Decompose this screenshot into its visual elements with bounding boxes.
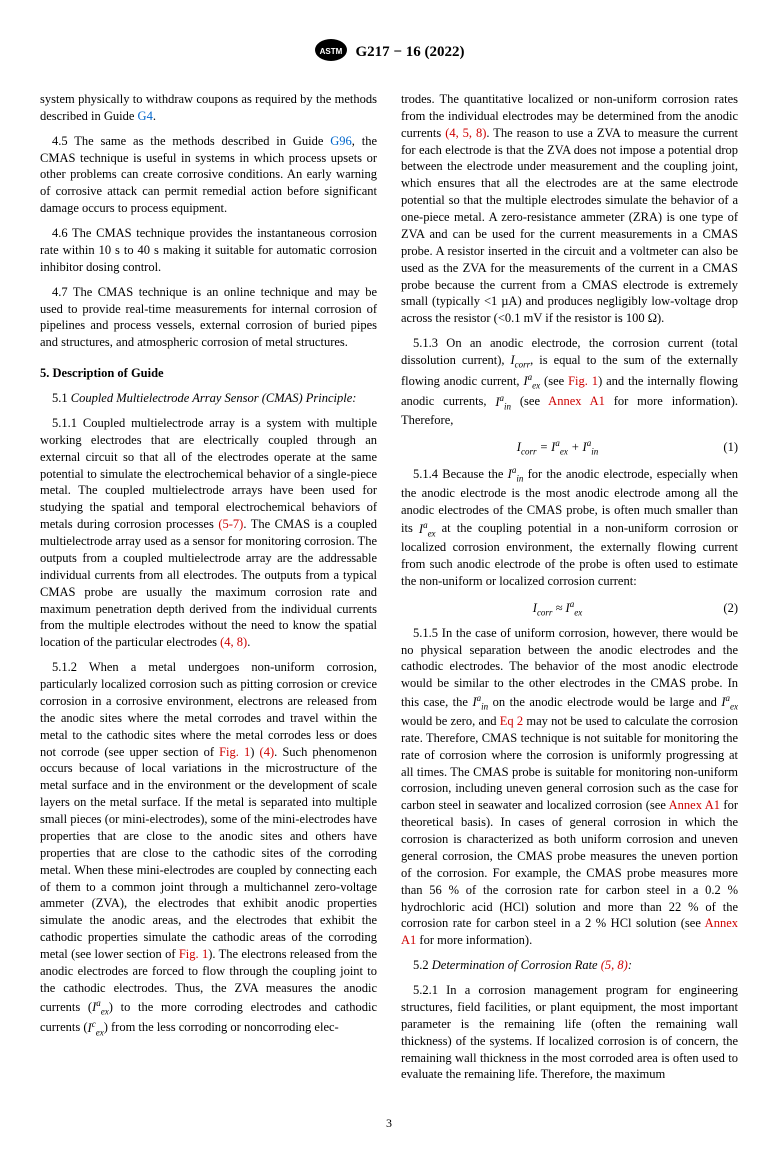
para-5-1-1: 5.1.1 Coupled multielectrode array is a … (40, 415, 377, 651)
i-a-ex-symbol: Iaex (92, 1000, 109, 1014)
equation-2-num: (2) (714, 600, 738, 617)
two-column-layout: system physically to withdraw coupons as… (40, 91, 738, 1091)
para-5-1-2-continued: trodes. The quantitative localized or no… (401, 91, 738, 327)
para-5-1-5: 5.1.5 In the case of uniform corrosion, … (401, 625, 738, 950)
left-column: system physically to withdraw coupons as… (40, 91, 377, 1091)
section-5-title: 5. Description of Guide (40, 365, 377, 382)
equation-1: Icorr = Iaex + Iain (1) (401, 437, 738, 458)
i-a-in-symbol-2: Iain (508, 467, 524, 481)
para-4-5: 4.5 The same as the methods described in… (40, 133, 377, 217)
para-5-1-head: 5.1 Coupled Multielectrode Array Sensor … (40, 390, 377, 407)
equation-1-expr: Icorr = Iaex + Iain (401, 437, 714, 458)
i-a-ex-symbol-3: Iaex (419, 522, 436, 536)
para-5-1-3: 5.1.3 On an anodic electrode, the corros… (401, 335, 738, 429)
equation-2: Icorr ≈ Iaex (2) (401, 598, 738, 619)
page-number: 3 (40, 1115, 738, 1131)
ref-5-7[interactable]: (5-7) (218, 517, 243, 531)
para-5-1-2: 5.1.2 When a metal undergoes non-uniform… (40, 659, 377, 1038)
fig-1-link-c[interactable]: Fig. 1 (568, 374, 598, 388)
annex-a1-link-b[interactable]: Annex A1 (669, 798, 720, 812)
ref-4-8[interactable]: (4, 8) (220, 635, 247, 649)
i-c-ex-symbol: Icex (88, 1021, 104, 1035)
i-a-ex-symbol-4: Iaex (721, 695, 738, 709)
para-5-1-4: 5.1.4 Because the Iain for the anodic el… (401, 464, 738, 590)
ref-5-8[interactable]: (5, 8) (601, 958, 628, 972)
i-a-in-symbol: Iain (495, 395, 511, 409)
svg-text:ASTM: ASTM (319, 47, 342, 56)
para-5-2-1: 5.2.1 In a corrosion management program … (401, 982, 738, 1083)
guide-g4-link[interactable]: G4 (138, 109, 153, 123)
equation-2-expr: Icorr ≈ Iaex (401, 598, 714, 619)
guide-g96-link[interactable]: G96 (330, 134, 352, 148)
eq-2-link[interactable]: Eq 2 (500, 714, 523, 728)
document-header: ASTM G217 − 16 (2022) (40, 38, 738, 67)
fig-1-link-a[interactable]: Fig. 1 (219, 745, 250, 759)
annex-a1-link-a[interactable]: Annex A1 (548, 395, 605, 409)
right-column: trodes. The quantitative localized or no… (401, 91, 738, 1091)
para-5-2-head: 5.2 Determination of Corrosion Rate (5, … (401, 957, 738, 974)
i-corr-symbol: Icorr (511, 353, 531, 367)
i-a-ex-symbol-2: Iaex (523, 374, 540, 388)
para-4-4-continued: system physically to withdraw coupons as… (40, 91, 377, 125)
para-4-7: 4.7 The CMAS technique is an online tech… (40, 284, 377, 352)
document-id: G217 − 16 (2022) (356, 42, 465, 62)
equation-1-num: (1) (714, 439, 738, 456)
ref-4-5-8[interactable]: (4, 5, 8) (445, 126, 486, 140)
i-a-in-symbol-3: Iain (472, 695, 488, 709)
para-4-6: 4.6 The CMAS technique provides the inst… (40, 225, 377, 276)
ref-4[interactable]: (4) (260, 745, 275, 759)
fig-1-link-b[interactable]: Fig. 1 (179, 947, 208, 961)
astm-logo: ASTM (314, 38, 348, 67)
